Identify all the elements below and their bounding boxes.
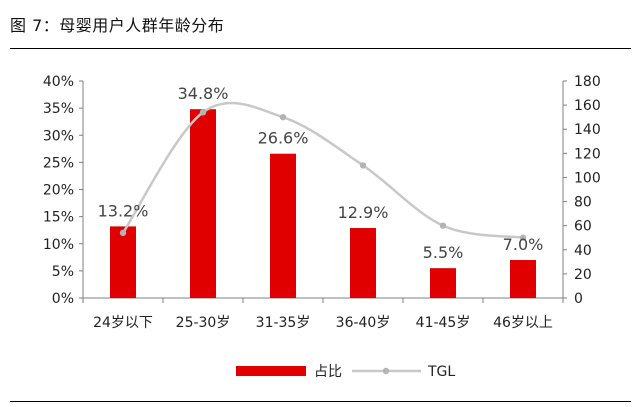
tgl-point xyxy=(199,109,207,116)
y-right-tick-label: 40 xyxy=(574,243,592,259)
legend-label-line: TGL xyxy=(427,364,455,380)
tgl-point xyxy=(279,113,287,121)
y-right-tick-label: 100 xyxy=(574,170,601,186)
y-right-tick-label: 140 xyxy=(574,122,601,138)
legend-swatch-marker xyxy=(382,367,390,375)
bar xyxy=(270,153,296,298)
x-tick-label: 46岁以上 xyxy=(493,315,553,331)
bar xyxy=(110,226,136,298)
y-right-tick-label: 160 xyxy=(574,98,601,114)
y-right-tick-label: 20 xyxy=(574,267,592,283)
chart-title: 图 7：母婴用户人群年龄分布 xyxy=(10,16,225,35)
x-tick-label: 36-40岁 xyxy=(336,315,391,331)
bar-data-label: 12.9% xyxy=(338,203,389,222)
y-right-tick-label: 120 xyxy=(574,146,601,162)
y-left-tick-label: 15% xyxy=(43,210,74,226)
y-right-tick-label: 60 xyxy=(574,219,592,235)
bar-data-label: 13.2% xyxy=(98,201,149,220)
tgl-point xyxy=(359,162,367,169)
y-left-tick-label: 30% xyxy=(43,128,74,144)
bottom-rule xyxy=(10,401,631,402)
y-right-tick-label: 80 xyxy=(574,195,592,211)
y-left-tick-label: 5% xyxy=(52,264,74,280)
y-left-tick-label: 10% xyxy=(43,237,74,253)
bar-data-label: 5.5% xyxy=(423,243,464,262)
tgl-point xyxy=(439,222,447,229)
legend-label-bar: 占比 xyxy=(314,364,342,380)
y-right-tick-label: 180 xyxy=(574,74,601,90)
y-right-tick-label: 0 xyxy=(574,291,583,307)
bar xyxy=(510,260,536,298)
legend-swatch-bar xyxy=(236,366,306,376)
bar-data-label: 7.0% xyxy=(503,235,544,254)
tgl-point xyxy=(119,229,127,237)
title-rule xyxy=(10,48,631,49)
bar-data-label: 34.8% xyxy=(178,84,229,103)
y-left-tick-label: 25% xyxy=(43,155,74,171)
x-tick-label: 41-45岁 xyxy=(416,315,471,331)
x-tick-label: 24岁以下 xyxy=(93,315,153,331)
y-left-tick-label: 20% xyxy=(43,183,74,199)
tgl-point xyxy=(519,234,527,241)
bar xyxy=(430,268,456,298)
bar-data-label: 26.6% xyxy=(258,129,309,148)
y-left-tick-label: 35% xyxy=(43,101,74,117)
bar xyxy=(190,109,216,299)
x-tick-label: 25-30岁 xyxy=(176,315,231,331)
y-left-tick-label: 40% xyxy=(43,74,74,90)
y-left-tick-label: 0% xyxy=(52,291,74,307)
x-tick-label: 31-35岁 xyxy=(256,315,311,331)
bar xyxy=(350,228,376,298)
tgl-line xyxy=(121,101,524,239)
